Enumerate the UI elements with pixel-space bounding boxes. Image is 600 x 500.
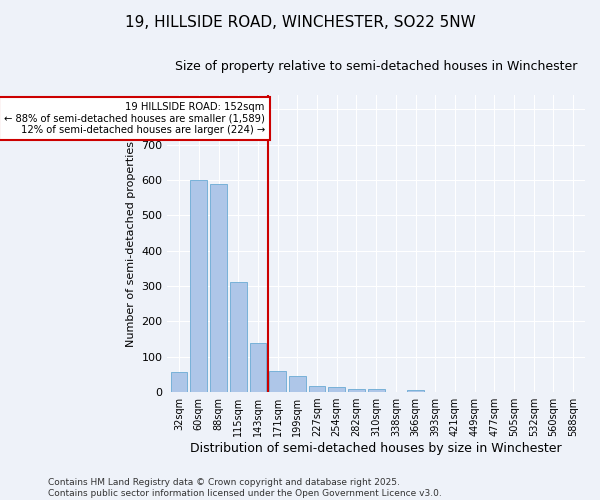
Bar: [190, 180, 207, 392]
Bar: [210, 184, 227, 392]
Text: Contains HM Land Registry data © Crown copyright and database right 2025.
Contai: Contains HM Land Registry data © Crown c…: [48, 478, 442, 498]
Bar: [230, 282, 247, 392]
Bar: [171, 372, 187, 392]
Bar: [250, 344, 266, 392]
Y-axis label: Number of semi-detached properties: Number of semi-detached properties: [126, 140, 136, 346]
Bar: [308, 386, 325, 392]
Bar: [289, 376, 306, 392]
Bar: [328, 388, 345, 392]
Bar: [348, 389, 365, 392]
Text: 19 HILLSIDE ROAD: 152sqm
← 88% of semi-detached houses are smaller (1,589)
12% o: 19 HILLSIDE ROAD: 152sqm ← 88% of semi-d…: [4, 102, 265, 136]
Bar: [269, 371, 286, 392]
Text: 19, HILLSIDE ROAD, WINCHESTER, SO22 5NW: 19, HILLSIDE ROAD, WINCHESTER, SO22 5NW: [125, 15, 475, 30]
Bar: [407, 390, 424, 392]
Bar: [368, 388, 385, 392]
X-axis label: Distribution of semi-detached houses by size in Winchester: Distribution of semi-detached houses by …: [190, 442, 562, 455]
Title: Size of property relative to semi-detached houses in Winchester: Size of property relative to semi-detach…: [175, 60, 577, 73]
